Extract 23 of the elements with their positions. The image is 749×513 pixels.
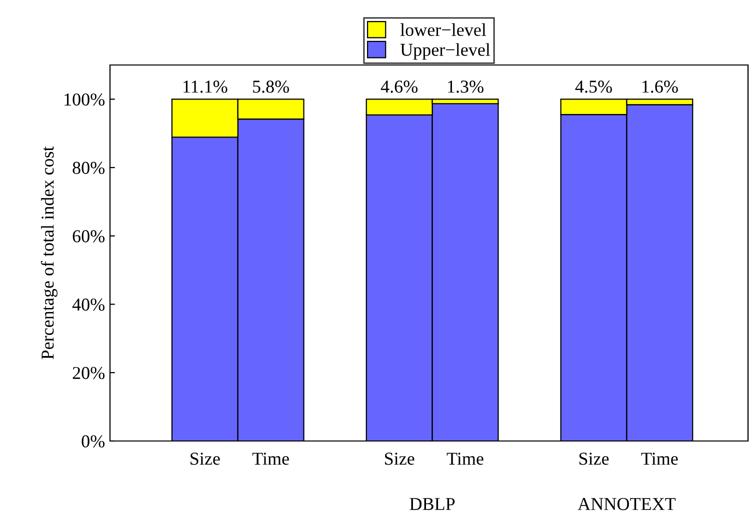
data-label: 1.3%	[448, 80, 484, 93]
legend-label: Upper−level	[400, 43, 490, 60]
y-tick-label: 0%	[82, 435, 105, 448]
y-tick-label: 40%	[72, 298, 105, 311]
x-tick-label: Size	[579, 452, 609, 465]
text: ANNOTEXT	[578, 498, 676, 510]
data-label: 4.5%	[575, 80, 612, 93]
y-tick-label: 100%	[64, 93, 105, 106]
y-tick-label: 80%	[72, 162, 105, 174]
x-tick-label: Size	[385, 452, 414, 465]
x-tick-label: Time	[252, 452, 289, 465]
x-tick-label: Time	[446, 452, 484, 465]
legend-label: lower−level	[400, 23, 486, 36]
y-tick-label: 60%	[72, 230, 105, 242]
data-label: 4.6%	[380, 80, 418, 93]
y-tick-label: 20%	[72, 366, 105, 380]
data-label: 11.1%	[184, 80, 228, 93]
data-label: 5.8%	[253, 80, 290, 93]
y-axis-title: Percentage of total index cost	[40, 146, 58, 360]
x-tick-label: Time	[641, 452, 678, 465]
data-label: 1.6%	[642, 80, 678, 93]
x-tick-label: Size	[190, 452, 220, 465]
text: DBLP	[410, 498, 455, 510]
